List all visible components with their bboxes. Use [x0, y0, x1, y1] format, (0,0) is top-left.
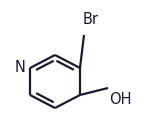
Text: N: N [15, 60, 25, 76]
Text: OH: OH [109, 92, 131, 107]
Text: Br: Br [83, 12, 99, 27]
